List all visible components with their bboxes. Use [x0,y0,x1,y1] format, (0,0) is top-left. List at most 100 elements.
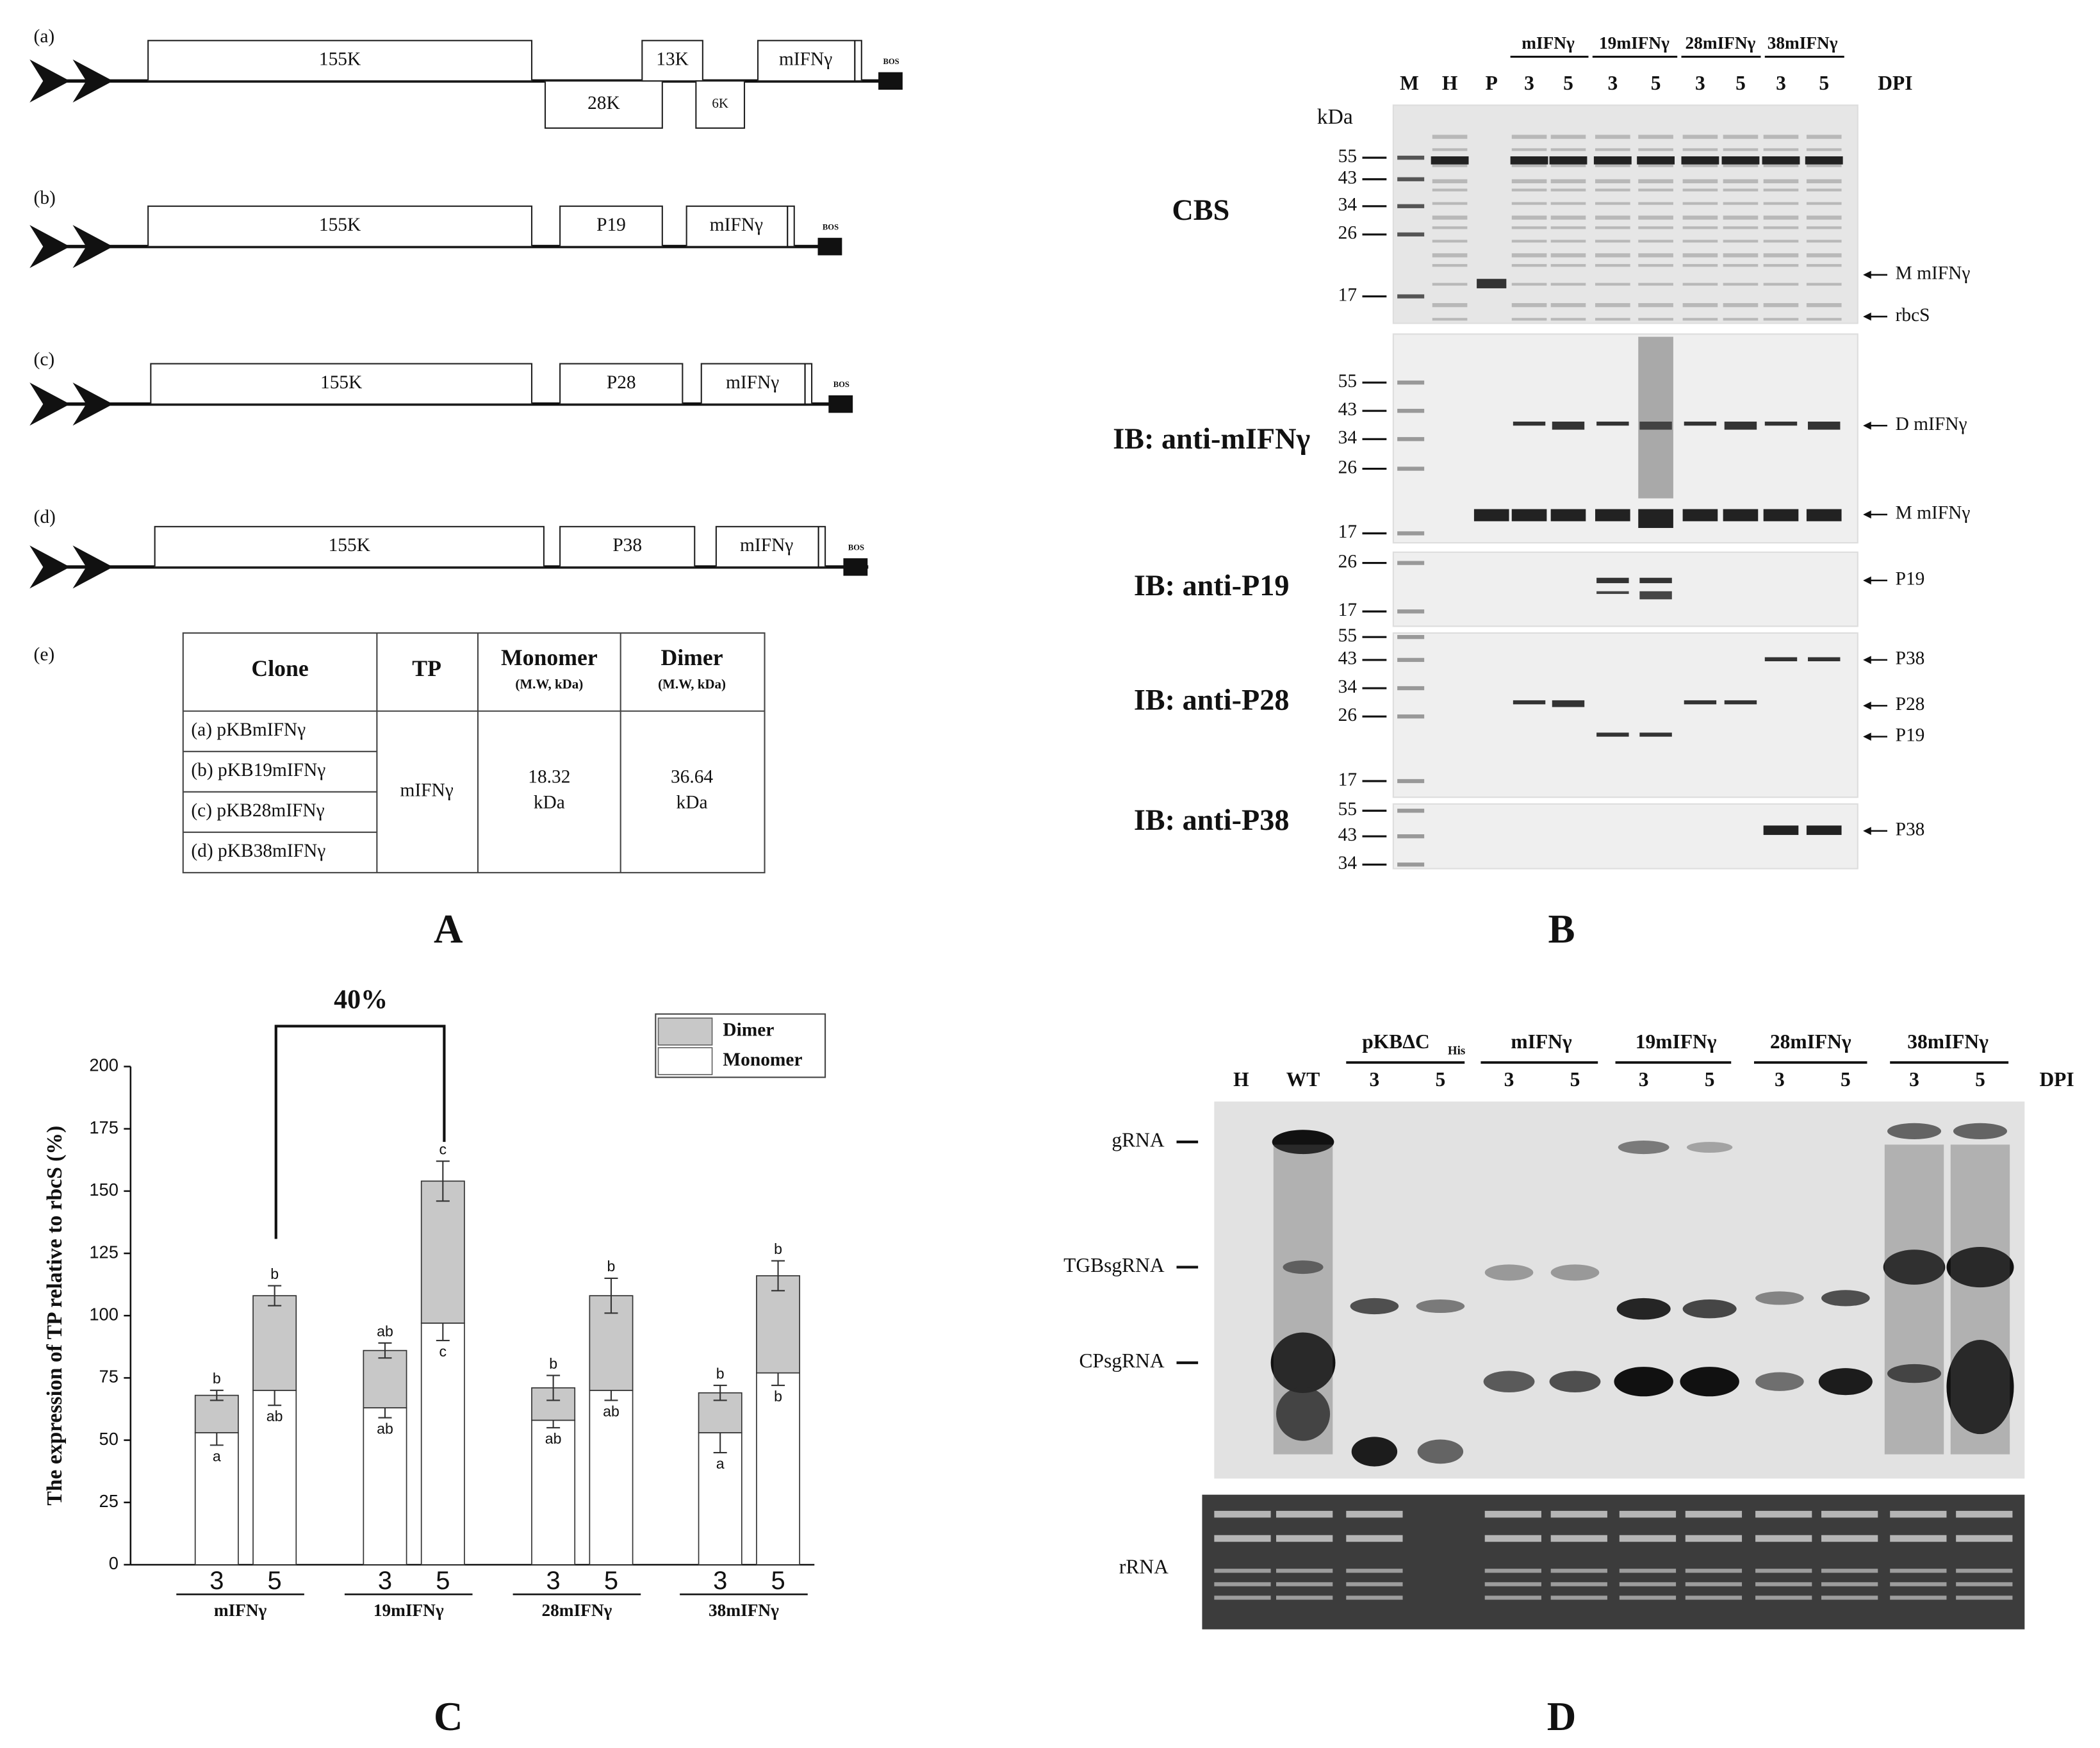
marker-band [1397,380,1425,385]
x-tick-label: 3 [378,1567,392,1595]
y-tick-label: 50 [99,1429,119,1449]
blot-band [1270,1332,1336,1394]
marker-band [1397,204,1425,208]
gel-band [1595,303,1630,308]
gel-band [1682,303,1718,308]
significance-letter: ab [377,1323,393,1339]
y-axis-label: The expression of TP relative to rbcS (%… [43,1126,67,1506]
marker-label: 55 [1338,625,1357,646]
rrna-band [1484,1510,1541,1518]
gel-band [1511,509,1547,522]
marker-label: 55 [1338,371,1357,392]
gel-band [1639,577,1672,584]
gel-bg [1202,1494,2025,1629]
y-tick-label: 125 [89,1242,119,1262]
lane-label: 3 [1370,1068,1380,1091]
gel-band [1637,156,1675,165]
rrna-band [1276,1582,1333,1587]
gene-box [715,525,826,568]
gel-band [1596,421,1629,426]
marker-label: 34 [1338,677,1358,697]
arrow-icon [29,545,70,589]
gene-box [154,525,545,568]
gel-band [1638,164,1673,167]
gel-band [1638,283,1673,286]
gel-band [1684,421,1717,426]
construct-id: (c) [34,349,55,370]
gel-band [1639,732,1672,737]
gel-band [1682,509,1718,522]
arrow-head [1863,270,1871,279]
bar [420,1323,465,1565]
gel-band [1593,156,1632,165]
blot-band [1618,1141,1669,1155]
gel-band [1432,253,1468,258]
marker-label: 17 [1338,522,1357,542]
error-bar [604,1277,618,1314]
gel-band [1432,179,1468,184]
y-tick-label: 150 [89,1180,119,1200]
significance-letter: a [716,1455,725,1472]
construct-id: (b) [34,188,56,208]
gel-band [1682,240,1718,243]
gel-smear [1638,336,1673,499]
band-label: P19 [1896,569,1925,590]
bos-label: BOS [848,543,864,552]
group-label: pKBΔC [1362,1030,1430,1053]
gel-band [1806,135,1842,139]
rrna-band [1685,1535,1743,1542]
gel-band [1682,135,1718,139]
arrow-head [1863,827,1871,836]
marker-band [1397,862,1425,867]
gel-band [1763,202,1799,205]
rrna-band [1685,1510,1743,1518]
lane-label: 3 [1524,72,1534,94]
bar [363,1407,407,1565]
gel-band [1638,188,1673,192]
significance-letter: b [270,1266,279,1282]
gel-band [1432,226,1468,229]
marker-label: 43 [1338,399,1357,420]
panel-label: A [434,907,463,952]
band-label: M mIFNγ [1896,263,1971,284]
gel-band [1723,226,1759,229]
group-label: 28mIFNγ [1686,33,1756,53]
y-tick-label: 200 [89,1055,119,1075]
gel-band [1595,283,1630,286]
y-tick-label: 25 [99,1491,119,1511]
significance-letter: ab [545,1430,562,1447]
blot-band [1272,1130,1334,1155]
gene-box [700,363,813,405]
rrna-band [1956,1582,2013,1587]
blot-band [1883,1249,1946,1285]
x-tick-label: 5 [771,1567,785,1595]
gel-band [1682,215,1718,220]
gene-box [559,525,696,568]
gel-band [1806,202,1842,205]
gel-band [1723,264,1759,267]
lane-label: 5 [1735,72,1746,94]
gel-band [1638,148,1673,151]
rrna-band [1276,1569,1333,1573]
blot-title: IB: anti-P38 [1134,804,1290,836]
bar [252,1295,297,1391]
blot-smear [1950,1144,2010,1455]
table-subheader: (M.W, kDa) [658,677,726,692]
bos-box [828,395,853,413]
gel-band [1684,700,1717,705]
gel-band [1595,509,1630,522]
marker-label: 17 [1338,600,1357,620]
gene-label: P38 [612,535,642,556]
gene-box [147,205,533,247]
blot-title: IB: anti-P19 [1134,569,1290,602]
rrna-band [1550,1595,1607,1600]
arrow-head [1863,312,1871,321]
gel-band [1473,509,1509,522]
gel-band [1763,303,1799,308]
rrna-band [1550,1582,1607,1587]
gel-band [1550,148,1586,151]
x-tick-label: 3 [209,1567,224,1595]
gel-band [1723,164,1759,167]
marker-band [1397,635,1425,639]
blot-band [1887,1123,1942,1139]
